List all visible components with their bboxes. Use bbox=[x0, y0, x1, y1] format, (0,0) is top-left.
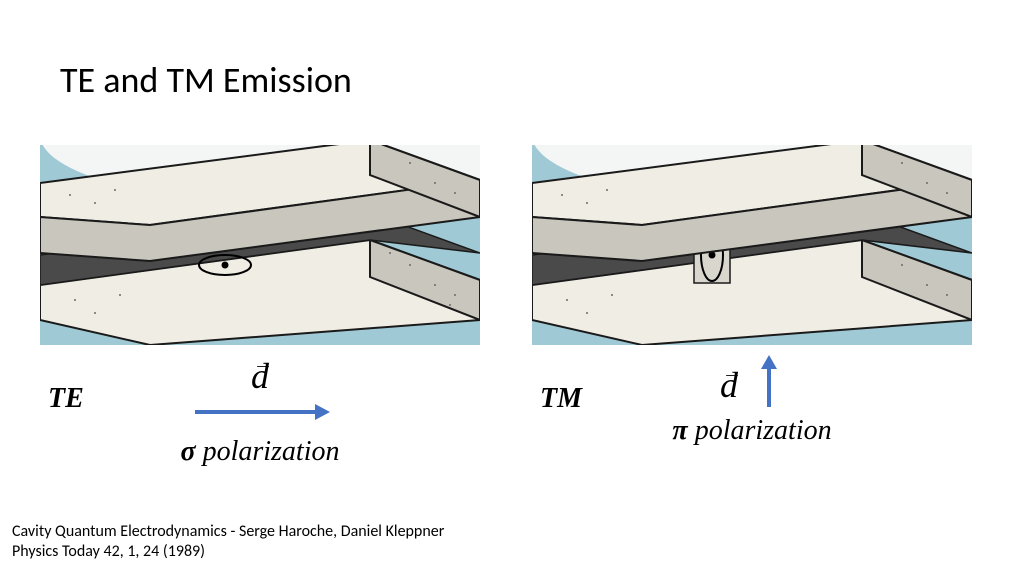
vector-arrow-accent-icon: → bbox=[722, 362, 742, 385]
illustration-tm bbox=[532, 145, 972, 345]
horizontal-arrow-icon bbox=[190, 397, 330, 427]
cavity-te-svg bbox=[40, 145, 480, 345]
vector-arrow-accent-icon: → bbox=[253, 353, 273, 376]
citation-line2: Physics Today 42, 1, 24 (1989) bbox=[12, 542, 444, 562]
polarization-label-tm: π polarization bbox=[672, 415, 831, 447]
vector-d-tm: → d bbox=[720, 364, 738, 406]
panel-te: TE → d σ polarization bbox=[40, 145, 480, 455]
slide-title: TE and TM Emission bbox=[60, 58, 352, 102]
citation-line1: Cavity Quantum Electrodynamics - Serge H… bbox=[12, 522, 444, 542]
figure-row: TE → d σ polarization bbox=[40, 145, 972, 455]
illustration-te bbox=[40, 145, 480, 345]
panel-tm: TM → d π polarization bbox=[532, 145, 972, 455]
cavity-tm-svg bbox=[532, 145, 972, 345]
vector-d-te: → d bbox=[251, 355, 269, 397]
polarization-label-te: σ polarization bbox=[180, 436, 339, 468]
polarization-symbol-tm: π bbox=[672, 415, 687, 446]
vertical-arrow-icon bbox=[754, 355, 784, 411]
label-row-te: TE → d σ polarization bbox=[40, 355, 480, 455]
polarization-word-te: polarization bbox=[203, 436, 340, 467]
mode-label-te: TE bbox=[48, 383, 84, 415]
citation: Cavity Quantum Electrodynamics - Serge H… bbox=[12, 522, 444, 562]
polarization-word-tm: polarization bbox=[695, 415, 832, 446]
polarization-symbol-te: σ bbox=[180, 436, 195, 467]
mode-label-tm: TM bbox=[540, 383, 582, 415]
label-row-tm: TM → d π polarization bbox=[532, 355, 972, 455]
